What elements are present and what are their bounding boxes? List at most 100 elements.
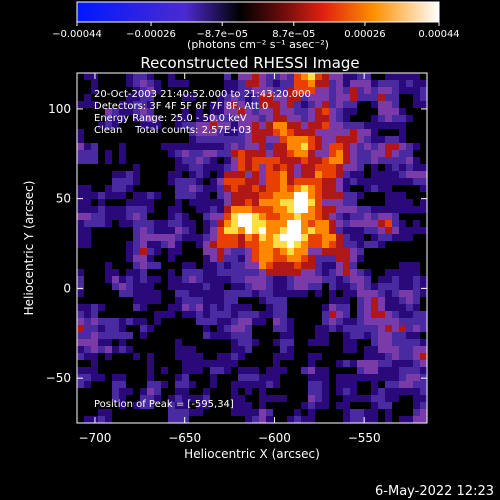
heatmap-cell [203,283,211,291]
heatmap-cell [175,332,183,340]
heatmap-cell [175,395,183,403]
heatmap-cell [119,87,127,95]
heatmap-cell [182,80,190,88]
heatmap-cell [252,87,260,95]
heatmap-cell [357,395,365,403]
heatmap-cell [84,297,92,305]
heatmap-cell [273,241,281,249]
heatmap-cell [238,290,246,298]
heatmap-cell [224,157,232,165]
heatmap-cell [217,395,225,403]
heatmap-cell [301,192,309,200]
heatmap-cell [259,129,267,137]
heatmap-cell [385,395,393,403]
heatmap-cell [273,213,281,221]
heatmap-cell [378,374,386,382]
heatmap-cell [182,136,190,144]
heatmap-cell [308,87,316,95]
heatmap-cell [210,304,218,312]
heatmap-cell [273,171,281,179]
heatmap-cell [91,150,99,158]
heatmap-cell [210,297,218,305]
heatmap-cell [371,178,379,186]
heatmap-cell [364,339,372,347]
heatmap-cell [343,388,351,396]
heatmap-cell [399,325,407,333]
heatmap-cell [287,206,295,214]
colorbar-ticks: −0.00044 −0.00026 −8.7e−05 8.7e−05 0.00026 0.… [52,22,460,40]
heatmap-cell [273,339,281,347]
heatmap-cell [98,353,106,361]
heatmap-cell [280,129,288,137]
heatmap-cell [378,416,386,423]
heatmap-cell [385,234,393,242]
heatmap-cell [329,157,337,165]
heatmap-cell [161,206,169,214]
heatmap-cell [392,199,400,207]
heatmap-cell [203,409,211,417]
heatmap-cell [252,276,260,284]
heatmap-cell [399,332,407,340]
heatmap-cell [133,241,141,249]
heatmap-cell [413,129,421,137]
heatmap-cell [238,262,246,270]
heatmap-cell [392,122,400,130]
heatmap-cell [378,353,386,361]
heatmap-cell [161,178,169,186]
heatmap-cell [266,129,274,137]
heatmap-cell [210,185,218,193]
heatmap-cell [413,311,421,319]
heatmap-cell [308,388,316,396]
heatmap-cell [98,311,106,319]
heatmap-cell [371,192,379,200]
heatmap-cell [77,136,85,144]
heatmap-cell [147,227,155,235]
heatmap-cell [189,346,197,354]
heatmap-cell [105,381,113,389]
heatmap-cell [287,178,295,186]
heatmap-cell [252,73,260,81]
heatmap-cell [406,178,414,186]
heatmap-cell [392,101,400,109]
heatmap-cell [203,220,211,228]
heatmap-cell [266,381,274,389]
heatmap-cell [357,276,365,284]
heatmap-cell [266,220,274,228]
heatmap-cell [266,262,274,270]
heatmap-cell [343,304,351,312]
heatmap-cell [308,157,316,165]
heatmap-cell [161,213,169,221]
heatmap-cell [112,94,120,102]
heatmap-cell [84,108,92,116]
heatmap-cell [420,199,427,207]
heatmap-cell [252,318,260,326]
heatmap-cell [280,115,288,123]
heatmap-cell [378,206,386,214]
heatmap-cell [112,269,120,277]
heatmap-cell [98,157,106,165]
heatmap-cell [126,360,134,368]
heatmap-cell [161,241,169,249]
heatmap-cell [196,283,204,291]
heatmap-cell [343,220,351,228]
heatmap-cell [182,374,190,382]
heatmap-cell [126,311,134,319]
heatmap-cell [217,136,225,144]
heatmap-cell [210,381,218,389]
heatmap-cell [175,388,183,396]
heatmap-cell [210,409,218,417]
heatmap-cell [315,262,323,270]
heatmap-cell [161,150,169,158]
heatmap-cell [217,311,225,319]
heatmap-cell [196,87,204,95]
heatmap-cell [350,255,358,263]
heatmap-cell [210,353,218,361]
heatmap-cell [329,115,337,123]
heatmap-cell [280,395,288,403]
heatmap-cell [364,325,372,333]
heatmap-cell [301,269,309,277]
heatmap-cell [210,213,218,221]
heatmap-cell [84,416,92,423]
heatmap-cell [392,416,400,423]
heatmap-cell [119,311,127,319]
